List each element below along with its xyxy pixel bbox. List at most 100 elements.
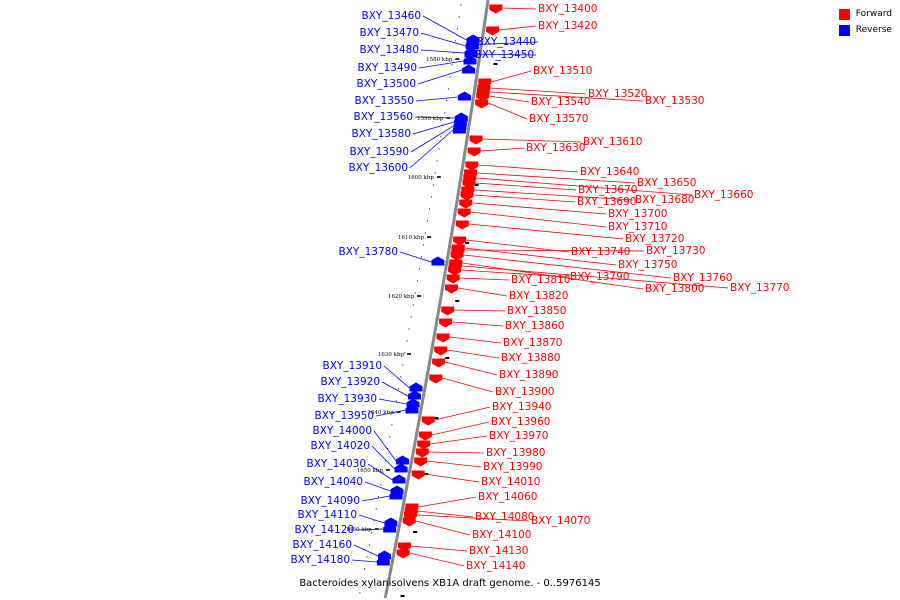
- gene-leader-line: [409, 552, 465, 567]
- scale-dot: [373, 520, 375, 522]
- gene-leader-line: [417, 510, 474, 518]
- gene-label: BXY_14130: [469, 545, 528, 557]
- scale-dot: [446, 100, 448, 102]
- scale-dot: [438, 148, 440, 150]
- gene-BXY_13570: [475, 99, 489, 109]
- legend-reverse-swatch: [838, 24, 850, 36]
- gene-BXY_14080: [404, 507, 418, 517]
- gene-BXY_13870: [436, 333, 450, 343]
- gene-BXY_14030: [392, 474, 406, 484]
- scale-dot: [453, 52, 455, 54]
- gene-BXY_13950: [405, 404, 419, 414]
- gene-label: BXY_13990: [483, 461, 542, 473]
- gene-BXY_13720: [455, 220, 469, 230]
- gene-label: BXY_13420: [538, 20, 597, 32]
- gene-label: BXY_13450: [475, 49, 534, 61]
- scale-dot: [391, 424, 393, 426]
- gene-label: BXY_14180: [291, 554, 350, 566]
- gene-leader-line: [462, 262, 644, 290]
- gene-label: BXY_13850: [507, 305, 566, 317]
- gene-label: BXY_13610: [583, 136, 642, 148]
- gene-label: BXY_13510: [533, 65, 592, 77]
- scale-dot: [418, 268, 420, 270]
- legend-forward-label: Forward: [855, 9, 892, 19]
- scale-dot: [364, 568, 366, 570]
- tick-label: 1610 kbp: [398, 235, 425, 241]
- scale-dot: [442, 124, 444, 126]
- gene-leader-line: [449, 336, 502, 344]
- gene-leader-line: [468, 223, 624, 240]
- scale-dash: [434, 417, 439, 419]
- gene-leader-line: [353, 544, 379, 557]
- gene-leader-line: [431, 421, 490, 436]
- gene-leader-line: [474, 189, 634, 201]
- gene-label: BXY_13780: [339, 246, 398, 258]
- tick-label: 1580 kbp: [426, 57, 453, 63]
- gene-label: BXY_13770: [730, 282, 789, 294]
- gene-BXY_14100: [402, 517, 416, 527]
- legend-reverse-label: Reverse: [855, 25, 892, 35]
- gene-label: BXY_13930: [318, 393, 377, 405]
- gene-label: BXY_13740: [571, 246, 630, 258]
- gene-leader-line: [477, 172, 636, 184]
- gene-leader-line: [424, 473, 480, 483]
- tick-mark: [396, 411, 401, 413]
- gene-label: BXY_14000: [313, 425, 372, 437]
- gene-BXY_13850: [441, 306, 455, 316]
- gene-label: BXY_14030: [307, 458, 366, 470]
- gene-label: BXY_13580: [352, 128, 411, 140]
- legend-reverse: Reverse: [838, 24, 892, 36]
- gene-leader-line: [442, 377, 494, 393]
- gene-BXY_13550: [458, 91, 471, 101]
- gene-leader-line: [457, 287, 508, 297]
- gene-BXY_13600: [452, 124, 466, 134]
- scale-dot: [449, 76, 451, 78]
- gene-leader-line: [417, 69, 463, 85]
- gene-label: BXY_14020: [311, 440, 370, 452]
- gene-leader-line: [472, 202, 607, 215]
- gene-BXY_13630: [467, 147, 481, 157]
- gene-label: BXY_13590: [350, 146, 409, 158]
- gene-label: BXY_13660: [694, 189, 753, 201]
- scale-dot: [382, 472, 384, 474]
- gene-BXY_14180: [376, 556, 390, 566]
- gene-BXY_13860: [439, 318, 453, 328]
- gene-label: BXY_13630: [526, 142, 585, 154]
- gene-leader-line: [418, 60, 464, 69]
- scale-dot: [402, 364, 404, 366]
- gene-BXY_13490: [463, 55, 477, 65]
- gene-label: BXY_14120: [295, 524, 354, 536]
- scale-dot: [420, 256, 422, 258]
- scale-dot: [430, 196, 432, 198]
- gene-BXY_14120: [383, 523, 397, 533]
- gene-leader-line: [445, 361, 498, 376]
- gene-BXY_13880: [434, 346, 448, 356]
- gene-leader-line: [412, 121, 455, 135]
- scale-dot: [395, 400, 397, 402]
- gene-leader-line: [487, 102, 528, 120]
- scale-dash: [455, 300, 460, 302]
- gene-BXY_13970: [417, 440, 431, 450]
- gene-label: BXY_13910: [323, 360, 382, 372]
- gene-label: BXY_13650: [637, 177, 696, 189]
- gene-label: BXY_14040: [304, 476, 363, 488]
- gene-BXY_13690: [460, 191, 474, 201]
- gene-leader-line: [502, 7, 537, 10]
- scale-dot: [440, 136, 442, 138]
- scale-dot: [378, 496, 379, 498]
- scale-dot: [384, 460, 386, 462]
- gene-leader-line: [447, 349, 500, 359]
- scale-dot: [389, 436, 391, 438]
- gene-leader-line: [416, 514, 530, 522]
- gene-leader-line: [373, 430, 397, 462]
- tick-label: 1620 kbp: [388, 294, 415, 300]
- gene-leader-line: [415, 96, 459, 102]
- scale-dot: [408, 328, 410, 330]
- scale-dot: [428, 208, 430, 210]
- gene-BXY_13940: [421, 416, 435, 426]
- gene-label: BXY_14010: [481, 476, 540, 488]
- gene-label: BXY_13800: [645, 283, 704, 295]
- gene-leader-line: [420, 49, 465, 54]
- gene-label: BXY_13600: [349, 162, 408, 174]
- gene-leader-line: [371, 445, 395, 470]
